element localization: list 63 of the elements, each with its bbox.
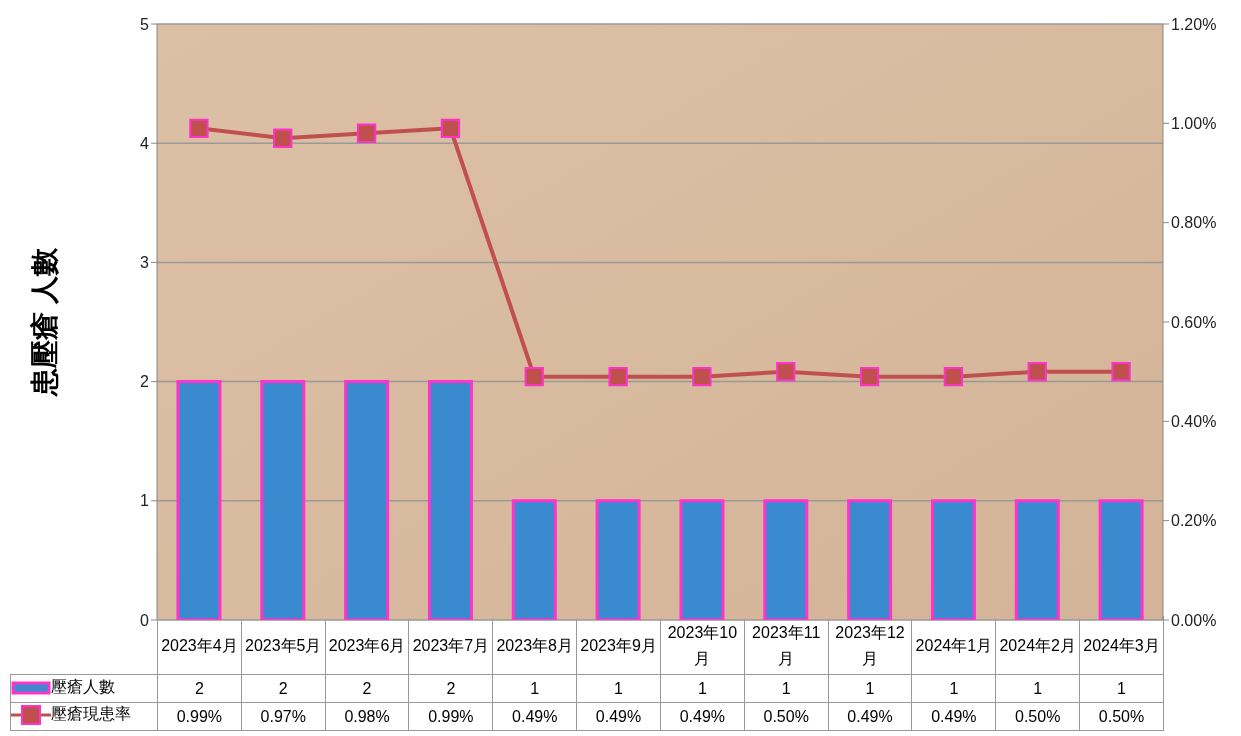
point [440,118,461,138]
point [356,123,377,143]
data-label: 0.98% [325,702,409,731]
y2-tick-label: 0.80% [1171,214,1217,232]
data-label: 0.49% [660,702,745,731]
data-label: 1 [1079,674,1164,703]
y2-tick-label: 1.00% [1171,115,1217,133]
point [524,366,544,387]
x-tick-label: 2023年11月 [744,616,829,675]
y2-tick-label: 0.20% [1171,512,1217,530]
data-label: 2 [408,674,493,703]
x-tick-label: 2023年9月 [576,616,661,675]
point [943,366,964,387]
point [859,366,880,387]
x-tick-label: 2024年3月 [1079,616,1164,675]
legend-label: 壓瘡人數 [50,677,115,698]
y-tick-label: 5 [140,15,150,33]
x-tick-label: 2023年4月 [157,616,242,675]
y2-tick-label: 1.20% [1171,15,1217,33]
data-label: 1 [911,674,996,703]
y2-tick-label: 0.40% [1171,413,1217,431]
point [1027,362,1047,382]
y-tick-label: 2 [140,373,150,391]
data-label: 2 [241,674,326,703]
data-label: 1 [576,674,661,703]
data-label: 2 [325,674,409,703]
data-label: 0.49% [911,702,996,731]
x-tick-label: 2023年5月 [241,616,326,675]
y-tick-label: 3 [140,254,150,272]
point [189,118,209,138]
data-label: 0.49% [828,702,912,731]
y2-tick-label: 0.00% [1171,611,1217,629]
point [1111,362,1131,382]
data-label: 0.50% [995,702,1080,731]
data-label: 1 [492,674,577,703]
x-tick-label: 2023年10月 [660,616,745,675]
y2-tick-label: 0.60% [1171,313,1217,331]
x-tick-label: 2023年7月 [408,616,493,675]
point [608,366,628,387]
data-label: 1 [744,674,829,703]
y-tick-label: 4 [140,134,150,152]
data-label: 0.49% [576,702,661,731]
y-tick-label: 1 [140,492,150,510]
x-tick-label: 2023年8月 [492,616,577,675]
data-label: 0.49% [492,702,577,731]
data-label: 0.99% [157,702,242,731]
data-label: 1 [995,674,1080,703]
data-label: 1 [660,674,745,703]
x-tick-label: 2023年6月 [325,616,409,675]
data-label: 0.50% [1079,702,1164,731]
point [692,366,712,387]
legend-label: 壓瘡現患率 [50,704,131,725]
y-tick-label: 0 [140,611,150,629]
point [776,362,796,382]
point [273,128,293,148]
y-axis-title: 患壓瘡 人數 [29,247,60,397]
x-tick-label: 2024年1月 [911,616,996,675]
data-label: 0.50% [744,702,829,731]
data-label: 1 [828,674,912,703]
x-tick-label: 2023年12月 [828,616,912,675]
data-label: 0.97% [241,702,326,731]
x-tick-label: 2024年2月 [995,616,1080,675]
data-label: 0.99% [408,702,493,731]
